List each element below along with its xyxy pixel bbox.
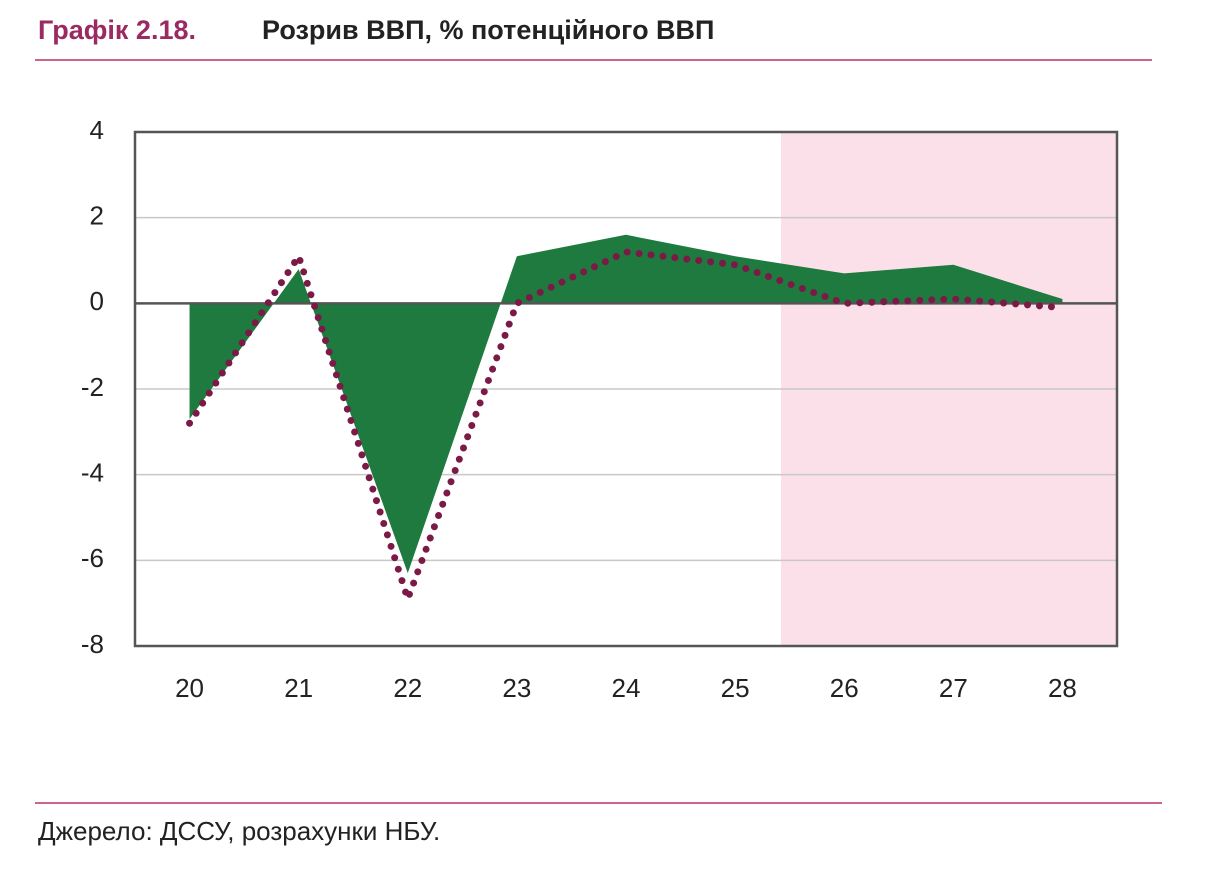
y-tick-label: -2 [81,372,104,402]
y-tick-label: -8 [81,629,104,659]
x-tick-label: 22 [393,673,422,703]
x-tick-label: 24 [612,673,641,703]
source: Джерело: ДССУ, розрахунки НБУ. [38,816,440,846]
y-tick-label: 4 [90,115,104,145]
area [189,234,1063,574]
y-tick-label: 2 [90,201,104,231]
x-tick-label: 21 [284,673,313,703]
title-prefix: Графік 2.18. [38,15,196,45]
y-tick-label: 0 [90,286,104,316]
x-tick-label: 23 [502,673,531,703]
y-tick-label: -6 [81,543,104,573]
x-tick-label: 25 [721,673,750,703]
y-tick-label: -4 [81,458,104,488]
x-tick-label: 28 [1048,673,1077,703]
x-tick-label: 26 [830,673,859,703]
chart-title: Розрив ВВП, % потенційного ВВП [262,15,714,45]
x-tick-label: 20 [175,673,204,703]
plot-frame [133,130,1119,648]
x-tick-label: 27 [939,673,968,703]
dotted-line [186,248,1066,610]
